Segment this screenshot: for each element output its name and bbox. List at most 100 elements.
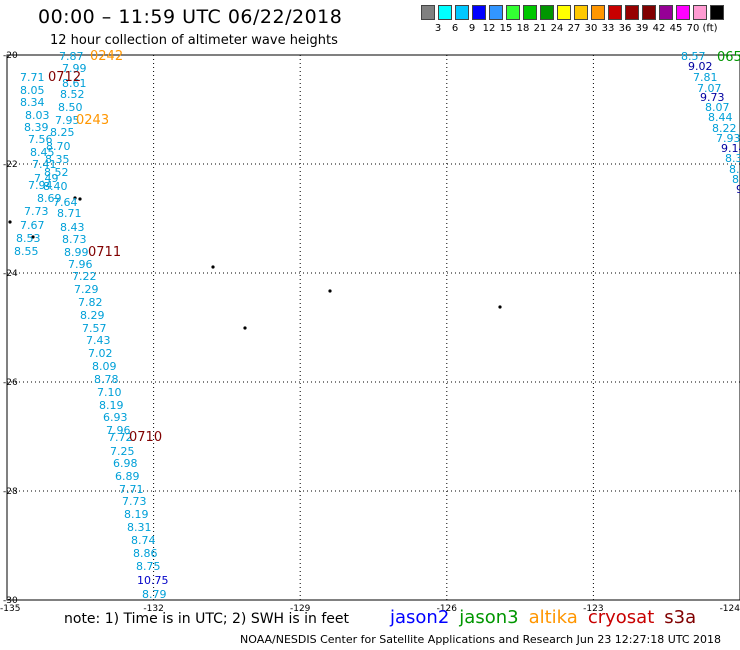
wave-height-value: 9.14 [721,142,740,155]
scale-swatch [693,5,707,20]
lon-tick-label: -126 [437,604,458,614]
island-dot [31,235,35,239]
wave-height-value: 8.70 [46,140,71,153]
wave-height-value: 7.73 [122,495,147,508]
scale-tick: 18 [516,23,530,34]
scale-swatch [455,5,469,20]
wave-height-value: 7.95 [55,114,80,127]
wave-height-value: 8.35 [45,153,70,166]
lat-tick-label: -22 [3,160,18,170]
lat-tick-label: -20 [3,51,18,61]
wave-height-value: 7.67 [20,219,45,232]
wave-height-value: 7.96 [106,424,131,437]
wave-height-value: 8.61 [62,77,87,90]
wave-height-value: 6.98 [113,457,138,470]
scale-tick: 36 [618,23,632,34]
wave-height-value: 8.79 [142,588,167,601]
wave-height-value: 7.99 [62,62,87,75]
map-frame [6,54,740,601]
wave-height-value: 7.82 [78,296,103,309]
wave-height-value: 8.03 [25,109,50,122]
altimeter-tracks: 7.877.99 7.71 8.61 8.05 8.52 8.34 8.50 8.03 7.95… [14,50,740,601]
scale-tick: 12 [482,23,496,34]
wave-height-value: 8.43 [60,221,85,234]
lon-tick-label: -129 [290,604,311,614]
islands [8,196,502,330]
satellite-label: s3a [664,607,697,628]
wave-height-value: 8.05 [20,84,45,97]
scale-swatch [659,5,673,20]
satellite-label: jason2 [390,607,450,628]
lat-tick-label: -24 [3,269,18,279]
island-dot [78,197,82,201]
wave-height-value: 8.34 [20,96,45,109]
scale-swatch [438,5,452,20]
wave-height-value: 8.52 [60,88,85,101]
scale-tick: 3 [434,23,442,34]
wave-height-value: 7.43 [86,334,111,347]
island-dot [498,305,502,309]
wave-height-value: 8.40 [43,180,68,193]
wave-height-value: 8.39 [24,121,49,134]
pass-time-label: 0242 [90,49,123,64]
wave-height-value: 7.73 [24,205,49,218]
scale-tick: 33 [601,23,615,34]
wave-height-value: 7.49 [34,172,59,185]
wave-height-value: 8.69 [37,192,62,205]
lat-tick-label: -26 [3,378,18,388]
scale-swatch [676,5,690,20]
lon-tick-label: -132 [143,604,163,614]
wave-height-value: 6.93 [103,411,128,424]
wave-height-value: 7.07 [697,82,722,95]
wave-height-value: 7.93 [716,132,740,145]
scale-swatch [710,5,724,20]
satellite-label: cryosat [587,607,655,628]
scale-tick: 9 [468,23,476,34]
scale-swatch [642,5,656,20]
wave-height-value: 8.57 [681,50,706,63]
island-dot [243,326,247,330]
scale-tick: 30 [584,23,598,34]
wave-height-value: 8.31 [127,521,152,534]
wave-height-value: 7.71 [20,71,45,84]
wave-height-value: 7.41 [32,158,57,171]
scale-tick: 42 [652,23,666,34]
wave-height-value: 8.71 [57,207,82,220]
wave-height-value: 7.02 [88,347,113,360]
wave-height-value: 8.09 [92,360,117,373]
wave-height-value: 10.75 [137,574,169,587]
wave-height-value: 8. [729,163,740,176]
wave-height-value: 8.53 [16,232,41,245]
scale-swatch [574,5,588,20]
scale-tick: 6 [451,23,459,34]
satellite-label: jason3 [459,607,519,628]
scale-tick: 45 [669,23,683,34]
pass-time-label: 0710 [129,430,162,445]
wave-height-value: 8.22 [712,122,737,135]
wave-height-value: 7.94 [28,179,53,192]
scale-swatch [608,5,622,20]
wave-height-value: 7.10 [97,386,122,399]
scale-swatch [489,5,503,20]
wave-height-value: 7.25 [110,445,135,458]
wave-height-value: 7.22 [72,270,97,283]
wave-height-value: 8.3 [725,152,740,165]
scale-tick: 21 [533,23,547,34]
pass-time-label: 0243 [76,113,109,128]
scale-swatch [591,5,605,20]
scale-swatch [523,5,537,20]
scale-tick: 39 [635,23,649,34]
footer-note: note: 1) Time is in UTC; 2) SWH is in fe… [64,611,350,627]
wave-height-value: 7.71 [119,483,144,496]
page-title: 00:00 – 11:59 UTC 06/22/2018 [38,6,343,28]
wave-height-value: 8.29 [80,309,105,322]
lon-tick-label: -123 [583,604,603,614]
wave-height-value: 8 [732,173,739,186]
wave-height-value: 8.19 [124,508,149,521]
wave-height-value: 8.75 [136,560,161,573]
scale-swatch [540,5,554,20]
scale-tick: 24 [550,23,564,34]
wave-height-value: 8.78 [94,373,119,386]
wave-height-value: 7.81 [693,71,718,84]
